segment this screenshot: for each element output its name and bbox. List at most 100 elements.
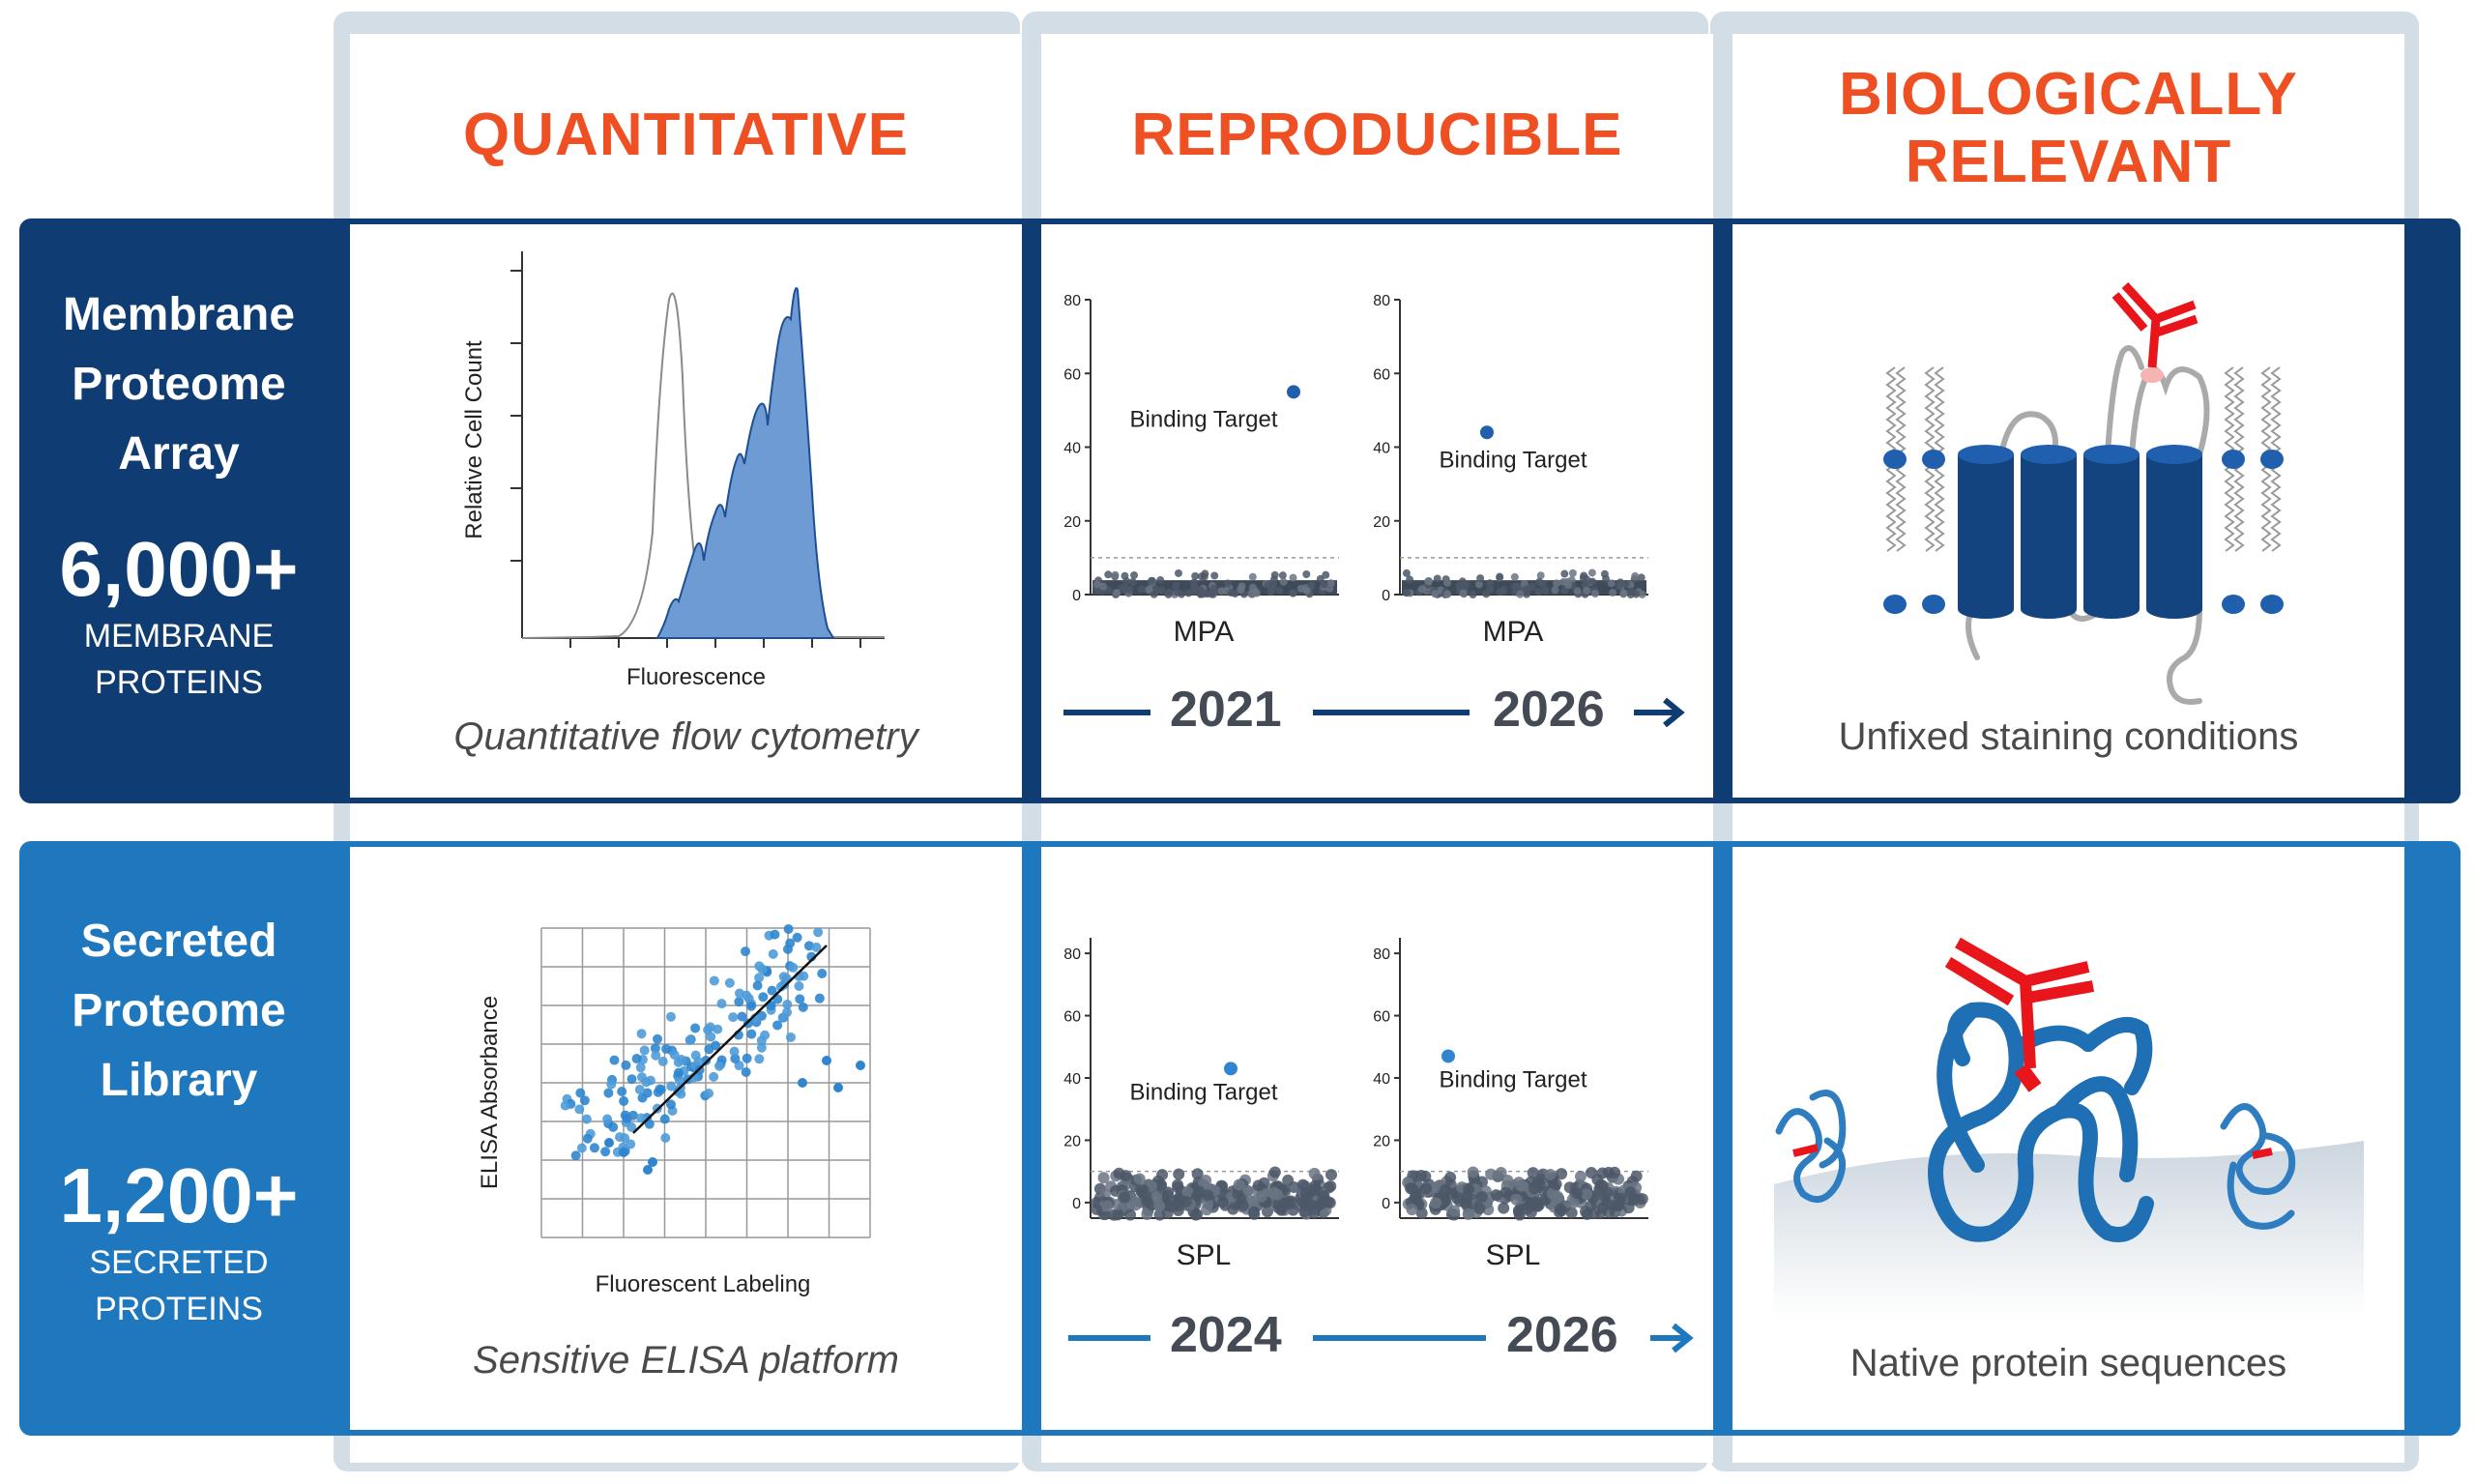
data-point: [756, 1042, 767, 1053]
data-point: [651, 1050, 661, 1061]
data-point: [1208, 588, 1217, 597]
data-point: [1630, 1170, 1643, 1182]
data-point: [1574, 1170, 1587, 1182]
data-point: [1238, 582, 1246, 591]
spl-year-end: 2026: [1506, 1307, 1618, 1363]
data-point: [1181, 1186, 1194, 1199]
data-point: [1516, 590, 1525, 598]
data-point: [1475, 1191, 1488, 1204]
background-points: [1402, 568, 1646, 598]
data-point: [1546, 1187, 1558, 1200]
data-point: [1322, 570, 1330, 579]
data-point: [1112, 1198, 1124, 1210]
data-point: [1325, 1169, 1338, 1181]
data-point: [673, 1067, 684, 1078]
data-point: [1495, 1166, 1507, 1178]
y-tick-label: 80: [1063, 293, 1081, 309]
data-point: [1227, 589, 1236, 597]
data-point: [1522, 585, 1530, 594]
data-point: [1538, 579, 1547, 588]
data-point: [1233, 1178, 1245, 1191]
data-point: [1564, 581, 1573, 590]
data-point: [666, 1081, 677, 1091]
data-point: [648, 1157, 657, 1167]
y-tick-label: 0: [1072, 588, 1081, 604]
data-point: [1510, 1193, 1523, 1206]
data-point: [1420, 1182, 1433, 1195]
data-point: [817, 968, 828, 978]
data-point: [1261, 1206, 1273, 1218]
spl-cell-repro: [1041, 847, 1713, 1430]
data-point: [1122, 577, 1131, 586]
data-point: [1512, 1204, 1525, 1216]
data-point: [1101, 1200, 1114, 1212]
data-point: [604, 1138, 614, 1148]
data-point: [1272, 1198, 1285, 1210]
data-point: [674, 1074, 684, 1085]
data-point: [713, 1024, 723, 1034]
data-point: [660, 1132, 671, 1143]
data-point: [1482, 1204, 1495, 1216]
data-point: [1632, 590, 1641, 598]
data-point: [574, 1104, 585, 1115]
data-point: [1191, 571, 1200, 580]
y-tick-label: 20: [1373, 514, 1390, 531]
data-point: [1150, 590, 1158, 598]
data-point: [626, 1074, 637, 1085]
data-point: [1448, 1205, 1461, 1217]
data-point: [1104, 570, 1113, 579]
data-point: [1302, 586, 1311, 595]
data-point: [1496, 572, 1504, 581]
data-point: [742, 1053, 752, 1063]
binding-target-label: Binding Target: [1440, 1066, 1587, 1092]
data-point: [1405, 1182, 1417, 1195]
data-point: [617, 1086, 627, 1096]
mpa-band-frame-top: [334, 218, 2419, 224]
spl-year-start: 2024: [1170, 1307, 1282, 1363]
data-point: [1197, 572, 1206, 581]
x-axis-label: MPA: [1174, 616, 1235, 648]
data-point: [1141, 1195, 1153, 1208]
data-point: [758, 992, 769, 1003]
data-point: [1141, 1208, 1153, 1221]
data-point: [661, 1043, 672, 1054]
data-point: [1223, 579, 1232, 588]
background-points: [1091, 1166, 1338, 1221]
data-point: [814, 993, 825, 1004]
data-point: [794, 981, 804, 992]
data-point: [741, 1066, 751, 1077]
spl-band-frame-bottom: [334, 1430, 2419, 1436]
data-point: [1216, 1196, 1229, 1208]
data-point: [665, 1099, 676, 1110]
data-point: [634, 1085, 645, 1095]
data-point: [1567, 1196, 1580, 1208]
data-point: [602, 1114, 613, 1124]
background-points: [1402, 1166, 1648, 1221]
data-point: [813, 927, 824, 938]
y-tick-label: 0: [1382, 1196, 1390, 1212]
data-point: [833, 1083, 843, 1092]
spl-2026-chart: 0 20 40 60 80 Binding Target SPL: [1373, 938, 1648, 1271]
data-point: [1307, 580, 1316, 589]
data-point: [1624, 1186, 1637, 1199]
spl-timeline: [1068, 1323, 1694, 1353]
flow-caption: Quantitative flow cytometry: [453, 715, 918, 758]
spl-band-frame-top: [334, 841, 2419, 847]
data-point: [1174, 588, 1182, 597]
data-point: [579, 1095, 590, 1106]
data-point: [701, 1055, 712, 1065]
data-point: [676, 1054, 686, 1064]
data-point: [782, 944, 793, 954]
data-point: [1469, 591, 1477, 598]
mpa-name-line3: Array: [118, 428, 240, 480]
mpa-bio-caption: Unfixed staining conditions: [1838, 715, 2299, 758]
data-point: [600, 1147, 611, 1157]
binding-target-label: Binding Target: [1130, 406, 1278, 432]
binding-target-label: Binding Target: [1440, 447, 1587, 473]
data-point: [1320, 580, 1328, 589]
data-point: [822, 1056, 831, 1065]
data-point: [582, 1133, 593, 1144]
y-tick-label: 40: [1373, 441, 1390, 457]
y-tick-label: 60: [1063, 1009, 1081, 1026]
data-point: [1190, 583, 1199, 592]
